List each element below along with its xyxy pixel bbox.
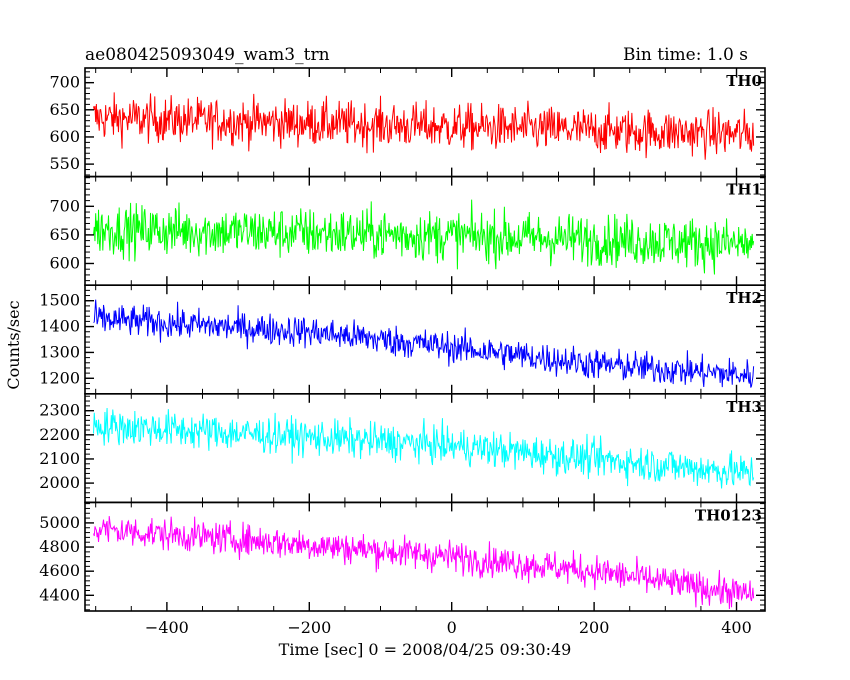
y-tick-label: 4400	[39, 585, 80, 604]
x-axis: −400 −200 0 200 400	[145, 618, 752, 637]
y-tick-label: 700	[49, 73, 80, 92]
panel-th1: 600 650 700 TH1	[49, 175, 766, 287]
panel-label: TH1	[726, 181, 762, 199]
y-tick-label: 650	[49, 225, 80, 244]
panel-label: TH0123	[695, 506, 762, 524]
y-axis-label: Counts/sec	[4, 300, 23, 389]
y-tick-label: 550	[49, 154, 80, 173]
y-tick-label: 1500	[39, 291, 80, 310]
series-line-th0	[93, 92, 755, 160]
series-line-th3	[93, 407, 755, 489]
y-tick-label: 4800	[39, 537, 80, 556]
x-tick-label: 200	[579, 618, 610, 637]
y-tick-label: 1200	[39, 368, 80, 387]
panel-th3: 2000 2100 2200 2300 TH3	[39, 392, 766, 504]
panel-label: TH2	[726, 289, 762, 307]
series-line-th2	[93, 299, 755, 388]
series-line-th0123	[93, 516, 755, 610]
y-tick-label: 2300	[39, 401, 80, 420]
y-tick-label: 1400	[39, 317, 80, 336]
y-tick-label: 1300	[39, 342, 80, 361]
panel-th2: 1200 1300 1400 1500 TH2	[39, 284, 766, 395]
panel-th0: 550 600 650 700 TH0	[49, 67, 766, 178]
x-tick-label: 400	[721, 618, 752, 637]
x-tick-label: −400	[145, 618, 189, 637]
y-tick-label: 2100	[39, 449, 80, 468]
x-tick-label: −200	[287, 618, 331, 637]
y-tick-label: 600	[49, 127, 80, 146]
panel-label: TH3	[726, 398, 762, 416]
y-tick-label: 4600	[39, 561, 80, 580]
panel-label: TH0	[726, 72, 762, 90]
chart-subtitle: Bin time: 1.0 s	[623, 45, 748, 65]
y-tick-label: 5000	[39, 513, 80, 532]
series-line-th1	[93, 199, 755, 275]
y-tick-label: 2000	[39, 473, 80, 492]
y-tick-label: 650	[49, 100, 80, 119]
panel-frame	[84, 67, 766, 178]
panel-th0123: 4400 4600 4800 5000 TH0123	[39, 501, 766, 612]
y-tick-label: 700	[49, 196, 80, 215]
y-tick-label: 2200	[39, 425, 80, 444]
x-tick-label: 0	[447, 618, 457, 637]
x-axis-label: Time [sec] 0 = 2008/04/25 09:30:49	[279, 640, 572, 659]
y-tick-label: 600	[49, 253, 80, 272]
chart-title: ae080425093049_wam3_trn	[85, 45, 330, 65]
